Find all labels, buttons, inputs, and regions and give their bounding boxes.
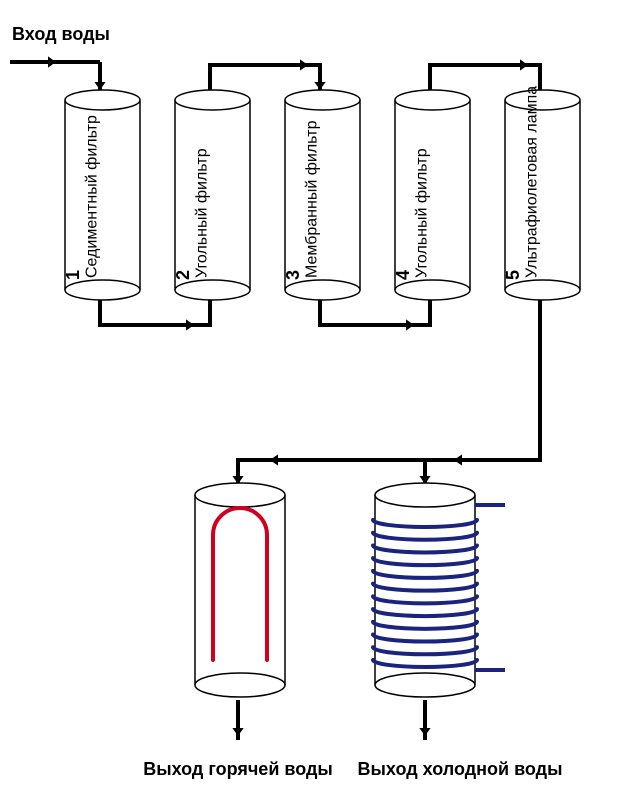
filter-2: Угольный фильтр2 <box>173 90 250 300</box>
hot-water-tank <box>195 483 285 697</box>
arrow-icon <box>520 59 528 70</box>
filter-2-number: 2 <box>173 270 193 280</box>
filter-1-number: 1 <box>63 270 83 280</box>
arrow-icon <box>300 59 308 70</box>
filter-4-number: 4 <box>393 270 413 280</box>
arrow-icon <box>48 56 56 67</box>
arrow-icon <box>406 319 414 330</box>
filter-3-label: Мембранный фильтр <box>304 120 321 278</box>
arrow-icon <box>454 454 462 465</box>
filter-2-label: Угольный фильтр <box>194 148 211 278</box>
arrow-icon <box>314 82 325 90</box>
filter-1-label: Седиментный фильтр <box>84 115 101 278</box>
filter-3-number: 3 <box>283 270 303 280</box>
filter-4: Угольный фильтр4 <box>393 90 470 300</box>
cold-water-tank <box>373 483 505 697</box>
arrow-icon <box>94 82 105 90</box>
filter-1: Седиментный фильтр1 <box>63 90 140 300</box>
arrow-icon <box>232 728 243 736</box>
arrow-icon <box>270 454 278 465</box>
filter-5: Ультрафиолетовая лампа5 <box>503 86 580 300</box>
filter-5-number: 5 <box>503 270 523 280</box>
filter-5-label: Ультрафиолетовая лампа <box>524 86 541 278</box>
hot-output-label: Выход горячей воды <box>143 759 333 779</box>
cold-output-label: Выход холодной воды <box>358 759 563 779</box>
arrow-icon <box>186 319 194 330</box>
arrow-icon <box>419 728 430 736</box>
filter-4-label: Угольный фильтр <box>414 148 431 278</box>
input-label: Вход воды <box>12 24 110 44</box>
filter-3: Мембранный фильтр3 <box>283 90 360 300</box>
